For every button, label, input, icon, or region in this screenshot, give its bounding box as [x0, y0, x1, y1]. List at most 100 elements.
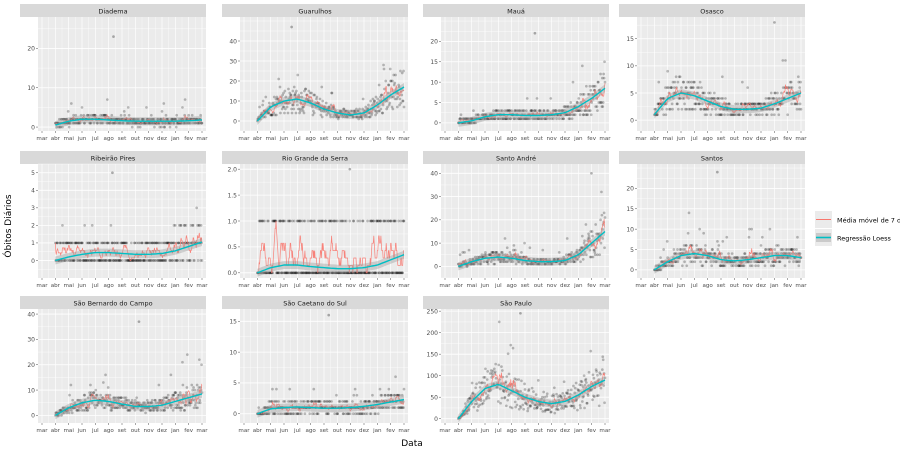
data-point	[376, 97, 380, 101]
data-point	[303, 219, 307, 223]
x-tick-label: out	[730, 136, 740, 142]
data-point	[87, 113, 91, 117]
data-point	[580, 234, 584, 238]
data-point	[181, 259, 185, 262]
data-point	[367, 111, 371, 115]
data-point	[315, 97, 318, 101]
data-point	[667, 86, 670, 89]
data-point	[366, 219, 369, 223]
data-point	[767, 102, 770, 106]
data-point	[512, 117, 516, 121]
data-point	[380, 93, 384, 97]
data-point	[57, 117, 61, 121]
data-point	[710, 107, 714, 111]
data-point	[680, 107, 684, 111]
data-point	[195, 383, 199, 387]
data-point	[599, 218, 602, 222]
data-point	[300, 95, 304, 99]
data-point	[511, 346, 515, 350]
y-tick-label: 30	[229, 58, 237, 65]
y-tick-label: 100	[427, 373, 439, 380]
x-tick-label: abr	[51, 136, 61, 142]
data-point	[691, 86, 694, 89]
data-point	[174, 125, 178, 129]
data-point-peak	[112, 35, 115, 39]
data-point	[721, 107, 725, 111]
data-point	[106, 121, 110, 125]
data-point	[582, 113, 586, 117]
data-point	[697, 102, 701, 106]
data-point	[696, 102, 700, 106]
data-point	[698, 80, 702, 84]
data-point	[716, 113, 720, 117]
data-point	[684, 107, 687, 111]
x-tick-label: jun	[279, 283, 289, 289]
data-point	[603, 60, 606, 64]
data-point	[200, 363, 203, 367]
data-point	[516, 117, 520, 121]
data-point	[133, 398, 137, 402]
x-tick-label: jan	[769, 136, 779, 142]
data-point	[190, 383, 194, 387]
data-point	[345, 400, 349, 403]
x-tick-label: nov	[743, 136, 754, 142]
data-point	[398, 103, 401, 107]
x-tick-label: mai	[662, 283, 673, 289]
data-point	[118, 117, 122, 121]
x-tick-label: fev	[587, 136, 596, 142]
data-point	[542, 109, 546, 112]
data-point	[188, 403, 192, 407]
data-point	[508, 109, 511, 112]
data-point	[754, 102, 758, 106]
data-point	[71, 398, 75, 402]
x-tick-label: nov	[346, 136, 357, 142]
data-point	[724, 102, 728, 106]
data-point	[683, 260, 686, 264]
y-tick-label: 200	[427, 330, 439, 337]
data-point	[361, 97, 365, 101]
data-point	[289, 93, 293, 97]
y-tick-label: 2.0	[227, 166, 237, 173]
data-point	[484, 251, 487, 254]
data-point	[563, 109, 566, 112]
data-point	[688, 107, 692, 111]
data-point	[492, 367, 496, 371]
data-point	[561, 117, 565, 121]
data-point	[701, 91, 705, 95]
data-point	[162, 102, 166, 105]
data-point	[762, 102, 766, 106]
y-tick-label: 20	[229, 78, 237, 85]
data-point	[796, 75, 800, 79]
data-point	[724, 97, 727, 100]
x-tick-label: mar	[599, 136, 611, 142]
data-point	[527, 388, 531, 391]
data-point	[553, 109, 557, 112]
x-tick-label: jan	[170, 283, 180, 289]
data-point	[96, 241, 100, 245]
data-point	[164, 259, 168, 262]
y-tick-label: 4	[31, 188, 35, 195]
data-point	[190, 113, 194, 117]
data-point	[593, 84, 597, 88]
data-point	[398, 97, 402, 101]
data-point	[719, 113, 722, 117]
data-point	[176, 121, 179, 125]
data-point	[787, 86, 791, 89]
data-point	[296, 107, 300, 111]
data-point	[732, 264, 735, 268]
data-point	[275, 387, 278, 391]
data-point	[474, 386, 478, 390]
x-tick-label: mar	[439, 428, 451, 434]
data-point	[168, 125, 172, 129]
data-point	[526, 407, 530, 410]
data-point	[777, 113, 781, 117]
data-point	[756, 264, 760, 268]
data-point	[790, 86, 794, 89]
data-point	[289, 93, 293, 97]
x-tick-label: dez	[359, 136, 369, 142]
data-point	[381, 111, 385, 115]
data-point	[603, 216, 607, 219]
data-point	[458, 253, 462, 257]
